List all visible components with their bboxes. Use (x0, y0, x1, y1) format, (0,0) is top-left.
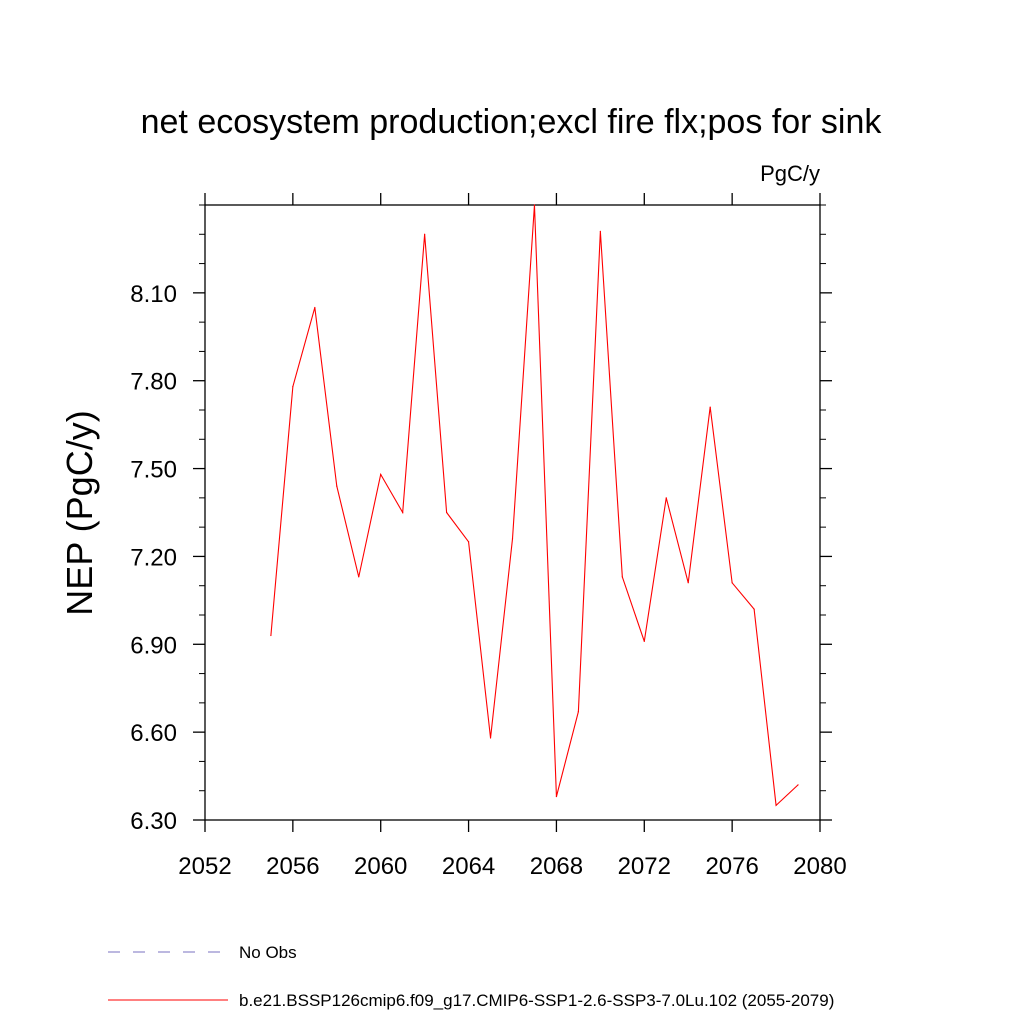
data-point (731, 582, 733, 584)
data-point (533, 204, 536, 206)
axis-ticks (193, 193, 832, 832)
data-point (643, 640, 645, 642)
x-tick-label: 2052 (178, 853, 231, 880)
x-tick-label: 2068 (530, 853, 583, 880)
data-point (424, 233, 426, 235)
y-tick-label: 6.90 (130, 632, 177, 659)
plot-frame (204, 204, 821, 821)
data-point (270, 634, 272, 637)
y-axis-label: NEP (PgC/y) (59, 410, 100, 615)
x-tick-label: 2056 (266, 853, 319, 880)
y-tick-label: 6.30 (130, 808, 177, 835)
x-tick-label: 2064 (442, 853, 495, 880)
data-point (314, 306, 316, 309)
data-point (599, 230, 601, 232)
data-point (797, 784, 799, 786)
data-point (577, 711, 579, 713)
data-point (380, 473, 382, 476)
data-point (555, 795, 558, 798)
y-tick-label: 8.10 (130, 281, 177, 308)
legend: No Obs b.e21.BSSP126cmip6.f09_g17.CMIP6-S… (108, 943, 834, 1010)
data-point (446, 511, 448, 514)
x-tick-label: 2076 (705, 853, 758, 880)
series-line (270, 204, 799, 807)
tick-labels: 2052 2056 2060 2064 2068 2072 2076 2080 6.30 6.60… (130, 281, 846, 880)
x-tick-label: 2072 (618, 853, 671, 880)
data-point (467, 541, 470, 543)
data-point (621, 576, 623, 578)
data-point (665, 497, 667, 499)
x-tick-label: 2080 (793, 853, 846, 880)
x-tick-label: 2060 (354, 853, 407, 880)
y-tick-label: 7.80 (130, 369, 177, 396)
data-point (687, 582, 689, 584)
data-point (753, 608, 755, 610)
y-tick-label: 7.50 (130, 457, 177, 484)
legend-label: b.e21.BSSP126cmip6.f09_g17.CMIP6-SSP1-2.… (239, 991, 834, 1010)
units-label: PgC/y (760, 161, 820, 186)
series-layer (270, 204, 799, 807)
chart-title: net ecosystem production;excl fire flx;p… (141, 103, 883, 141)
data-point (358, 576, 360, 578)
data-point (775, 804, 777, 806)
y-tick-label: 7.20 (130, 544, 177, 571)
data-point (402, 511, 404, 514)
data-point (511, 538, 514, 540)
data-point (292, 385, 294, 388)
legend-label: No Obs (239, 943, 297, 962)
y-tick-label: 6.60 (130, 720, 177, 747)
data-point (489, 737, 492, 739)
data-point (336, 485, 338, 487)
data-point (709, 406, 711, 408)
